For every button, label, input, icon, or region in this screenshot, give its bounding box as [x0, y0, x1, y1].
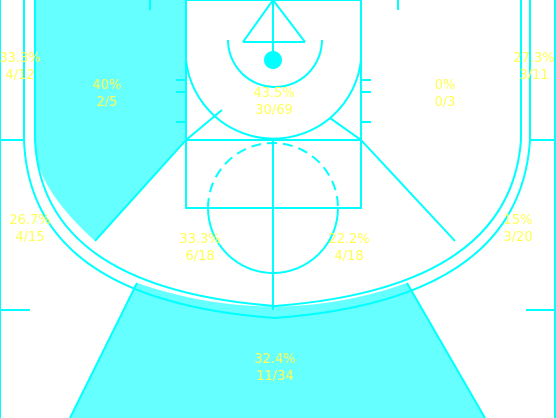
- zone-made-att: 4/18: [334, 249, 364, 264]
- zone-pct: 27.3%: [513, 51, 555, 66]
- zone-label-left-wing-three: 26.7% 4/15: [0, 212, 70, 246]
- zone-fill-top-key-three: [70, 283, 485, 418]
- zone-label-restricted-area: 43.5% 30/69: [234, 85, 314, 119]
- free-throw-circle-top: [207, 142, 339, 209]
- zone-label-right-corner-three: 27.3% 3/11: [494, 50, 556, 84]
- zone-made-att: 3/11: [519, 68, 549, 83]
- zone-label-left-corner-three: 33.3% 4/12: [0, 50, 60, 84]
- zone-label-top-key-three: 32.4% 11/34: [235, 351, 315, 385]
- zone-made-att: 0/3: [434, 95, 456, 110]
- zone-made-att: 30/69: [255, 103, 293, 118]
- free-throw-circle-bottom: [207, 207, 339, 274]
- left-block-diagonal: [185, 109, 223, 141]
- left-elbow-diagonal: [94, 139, 187, 242]
- zone-pct: 40%: [92, 78, 122, 93]
- zone-pct: 33.3%: [179, 232, 221, 247]
- right-elbow-diagonal: [360, 139, 456, 242]
- zone-pct: 43.5%: [253, 86, 295, 101]
- zone-made-att: 2/5: [96, 95, 118, 110]
- zone-pct: 22.2%: [328, 232, 370, 247]
- hoop: [264, 51, 282, 69]
- zone-label-right-wing-three: 15% 3/20: [478, 212, 556, 246]
- top-key-left-line: [69, 282, 138, 418]
- zone-pct: 32.4%: [254, 352, 296, 367]
- zone-pct: 33.3%: [0, 51, 41, 66]
- zone-made-att: 4/15: [15, 230, 45, 245]
- right-block-diagonal: [329, 117, 362, 141]
- zone-pct: 0%: [434, 78, 456, 93]
- zone-made-att: 6/18: [185, 249, 215, 264]
- rim-triangle: [242, 0, 306, 43]
- restricted-inner-arc: [227, 39, 323, 88]
- zone-made-att: 11/34: [256, 369, 294, 384]
- three-point-arc-outer: [23, 139, 531, 320]
- zone-made-att: 3/20: [503, 230, 533, 245]
- zone-made-att: 4/12: [5, 68, 35, 83]
- zone-label-left-baseline-mid: 40% 2/5: [67, 77, 147, 111]
- zone-label-right-elbow-mid: 22.2% 4/18: [309, 231, 389, 265]
- zone-label-left-elbow-mid: 33.3% 6/18: [160, 231, 240, 265]
- zone-pct: 15%: [503, 213, 533, 228]
- zone-pct: 26.7%: [9, 213, 51, 228]
- zone-fill-left-baseline-mid: [34, 0, 186, 241]
- restricted-area-arc: [185, 0, 362, 140]
- zone-label-right-baseline-mid: 0% 0/3: [405, 77, 485, 111]
- top-key-right-line: [406, 282, 486, 418]
- three-point-arc-inner: [34, 139, 522, 308]
